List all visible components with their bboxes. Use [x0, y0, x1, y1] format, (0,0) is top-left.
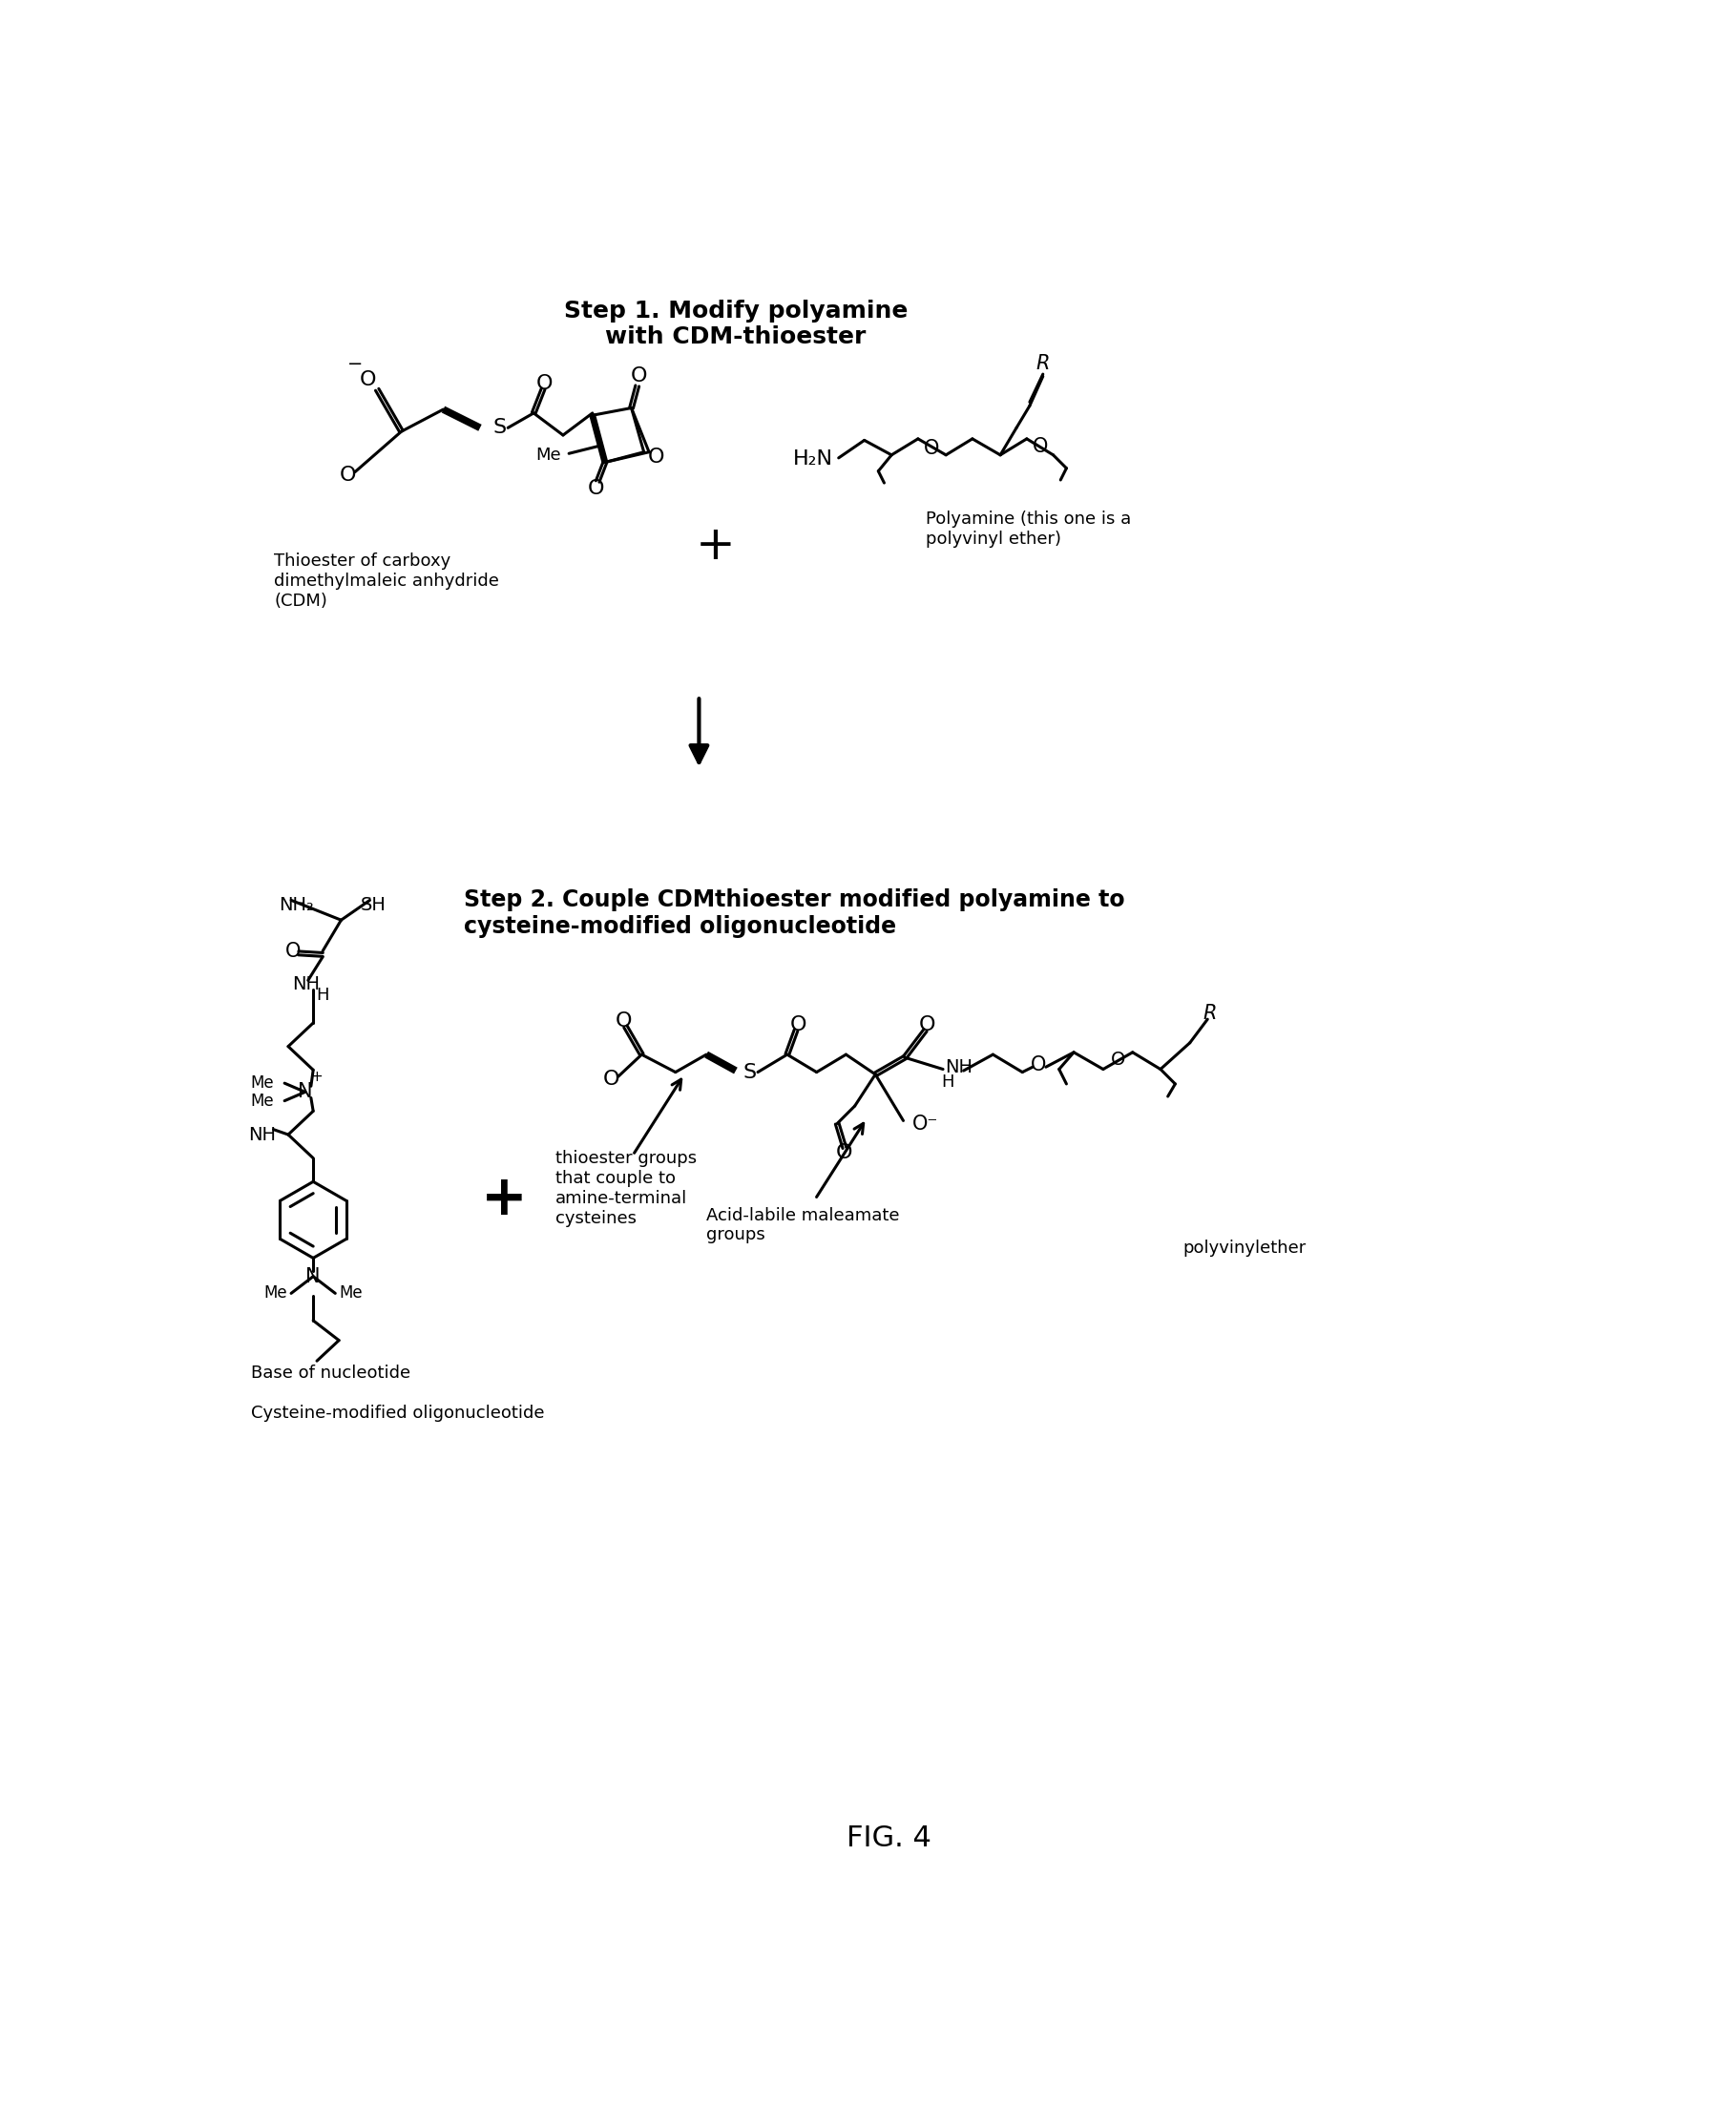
Text: S: S: [493, 419, 507, 438]
Text: −: −: [347, 355, 363, 372]
Text: N: N: [297, 1082, 312, 1101]
Text: Step 2. Couple CDMthioester modified polyamine to
cysteine-modified oligonucleot: Step 2. Couple CDMthioester modified pol…: [464, 889, 1125, 938]
Text: O: O: [1031, 1054, 1047, 1074]
Text: Thioester of carboxy
dimethylmaleic anhydride
(CDM): Thioester of carboxy dimethylmaleic anhy…: [274, 553, 500, 610]
Text: R: R: [1203, 1003, 1217, 1023]
Text: Me: Me: [250, 1093, 274, 1110]
Text: N: N: [306, 1267, 321, 1286]
Text: polyvinylether: polyvinylether: [1182, 1239, 1305, 1256]
Text: SH: SH: [361, 895, 387, 914]
Text: Cysteine-modified oligonucleotide: Cysteine-modified oligonucleotide: [250, 1405, 543, 1422]
Text: Base of nucleotide: Base of nucleotide: [250, 1365, 410, 1382]
Text: O: O: [359, 370, 377, 389]
Text: O: O: [602, 1069, 620, 1089]
Text: Me: Me: [535, 446, 561, 463]
Text: O: O: [536, 374, 554, 393]
Text: Polyamine (this one is a
polyvinyl ether): Polyamine (this one is a polyvinyl ether…: [925, 510, 1130, 549]
Text: +: +: [481, 1171, 528, 1227]
Text: S: S: [743, 1063, 757, 1082]
Text: O⁻: O⁻: [911, 1114, 937, 1133]
Text: +: +: [694, 523, 734, 568]
Text: O: O: [924, 438, 939, 457]
Text: O: O: [630, 368, 648, 387]
Text: O: O: [589, 478, 604, 497]
Text: Me: Me: [250, 1074, 274, 1093]
Text: O: O: [837, 1144, 852, 1163]
Text: Step 1. Modify polyamine
with CDM-thioester: Step 1. Modify polyamine with CDM-thioes…: [564, 300, 908, 349]
Text: O: O: [1111, 1050, 1125, 1069]
Text: NH: NH: [248, 1125, 276, 1144]
Text: Me: Me: [264, 1284, 288, 1301]
Text: O: O: [790, 1016, 807, 1035]
Text: NH: NH: [292, 976, 319, 993]
Text: H₂N: H₂N: [793, 451, 833, 470]
Text: NH₂: NH₂: [279, 895, 314, 914]
Text: H: H: [941, 1074, 953, 1091]
Text: R: R: [1036, 355, 1050, 374]
Text: O: O: [648, 449, 665, 468]
Text: O: O: [285, 942, 300, 961]
Text: Acid-labile maleamate
groups: Acid-labile maleamate groups: [707, 1208, 899, 1244]
Text: Me: Me: [339, 1284, 363, 1301]
Text: +: +: [311, 1069, 323, 1084]
Text: FIG. 4: FIG. 4: [847, 1824, 932, 1852]
Text: O: O: [918, 1016, 936, 1035]
Text: H: H: [316, 986, 330, 1003]
Text: O: O: [616, 1012, 632, 1031]
Text: NH: NH: [944, 1059, 972, 1076]
Text: O: O: [339, 466, 356, 485]
Text: O: O: [1033, 436, 1049, 455]
Text: thioester groups
that couple to
amine-terminal
cysteines: thioester groups that couple to amine-te…: [556, 1150, 698, 1227]
